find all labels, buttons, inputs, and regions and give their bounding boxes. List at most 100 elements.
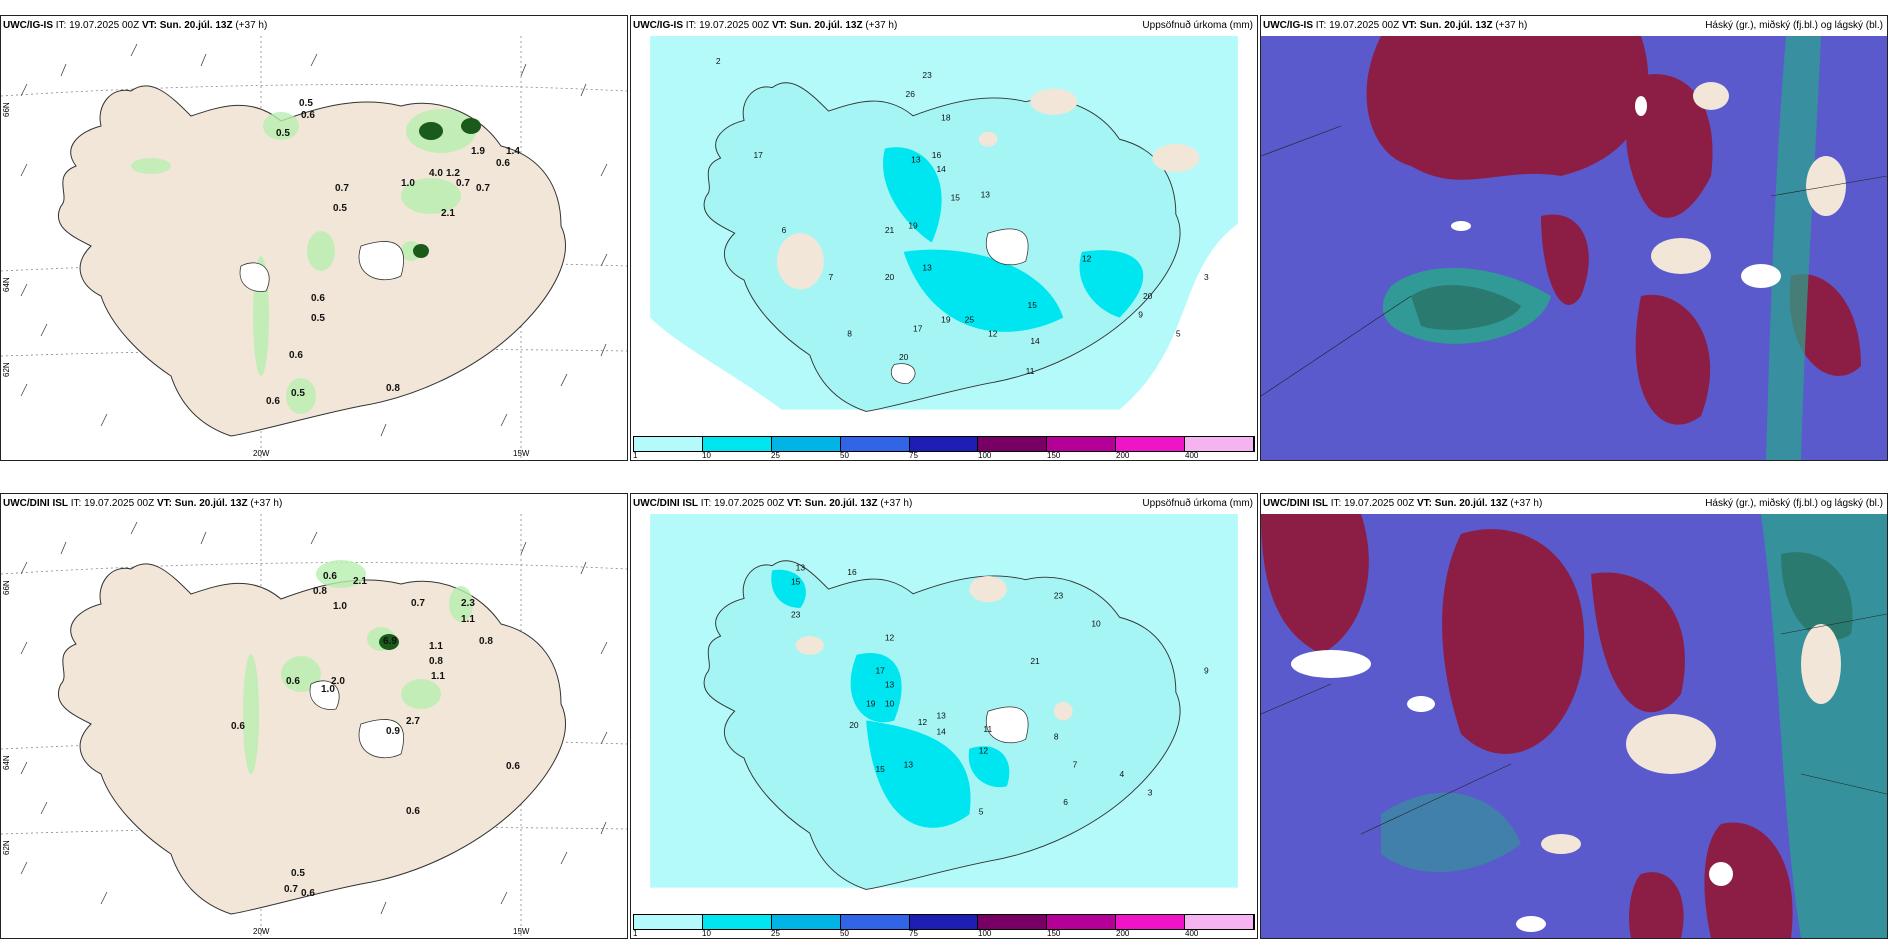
value-label: 0.5 bbox=[291, 388, 305, 399]
model-name: UWC/DINI ISL bbox=[3, 498, 68, 509]
value-label: 0.6 bbox=[506, 761, 520, 772]
precip-map: 2 23 26 18 17 16 13 14 21 19 15 13 20 17… bbox=[650, 36, 1238, 412]
panel-dini-precip: UWC/DINI ISL IT: 19.07.2025 00Z VT: Sun.… bbox=[630, 493, 1258, 939]
value-label: 12 bbox=[1082, 253, 1092, 263]
legend-tick: 75 bbox=[909, 451, 918, 460]
value-label: 13 bbox=[911, 155, 921, 165]
value-label: 17 bbox=[913, 324, 923, 334]
value-label: 2.1 bbox=[353, 576, 367, 587]
legend-tick: 200 bbox=[1116, 451, 1130, 460]
value-label: 0.7 bbox=[456, 178, 470, 189]
value-label: 15 bbox=[875, 764, 885, 774]
lon-label: 15W bbox=[513, 927, 530, 936]
valid-time: Sun. 20.júl. 13Z bbox=[1434, 498, 1508, 509]
value-label: 0.5 bbox=[299, 98, 313, 109]
value-label: 20 bbox=[849, 720, 859, 730]
legend-swatch bbox=[978, 437, 1048, 451]
panel-dini-surface: UWC/DINI ISL IT: 19.07.2025 00Z VT: Sun.… bbox=[0, 493, 628, 939]
value-label: 2.1 bbox=[441, 208, 455, 219]
init-time: 19.07.2025 00Z bbox=[1344, 498, 1415, 509]
value-label: 8 bbox=[847, 328, 852, 338]
legend-tick: 200 bbox=[1116, 929, 1130, 938]
value-label: 2.3 bbox=[461, 598, 475, 609]
value-label: 15 bbox=[791, 576, 801, 586]
legend-tick: 150 bbox=[1047, 451, 1061, 460]
value-label: 1.0 bbox=[333, 601, 347, 612]
cloud-map bbox=[1261, 514, 1887, 938]
value-label: 0.6 bbox=[311, 293, 325, 304]
legend-tick: 10 bbox=[702, 929, 711, 938]
legend-swatch bbox=[1116, 915, 1186, 929]
legend-tick: 1 bbox=[633, 929, 638, 938]
cloud-map bbox=[1261, 36, 1887, 460]
value-label: 0.5 bbox=[291, 868, 305, 879]
value-label: 0.6 bbox=[289, 350, 303, 361]
value-label: 11 bbox=[983, 724, 992, 734]
value-label: 13 bbox=[936, 711, 946, 721]
value-label: 10 bbox=[1091, 619, 1101, 629]
value-label: 15 bbox=[1028, 300, 1038, 310]
init-time: 19.07.2025 00Z bbox=[714, 498, 785, 509]
value-label: 0.6 bbox=[286, 676, 300, 687]
it-label: IT: bbox=[70, 498, 82, 509]
panel-header: UWC/IG-IS IT: 19.07.2025 00Z VT: Sun. 20… bbox=[1, 16, 627, 36]
value-label: 0.8 bbox=[386, 383, 400, 394]
valid-time: Sun. 20.júl. 13Z bbox=[804, 498, 878, 509]
value-label: 0.8 bbox=[313, 586, 327, 597]
value-label: 26 bbox=[906, 89, 916, 99]
lon-label: 20W bbox=[253, 449, 270, 458]
lead-time: (+37 h) bbox=[235, 20, 268, 31]
value-label: 19 bbox=[908, 220, 918, 230]
vt-label: VT: bbox=[771, 20, 787, 31]
value-label: 1.1 bbox=[461, 614, 475, 625]
value-label: 21 bbox=[885, 225, 895, 235]
value-label: 0.6 bbox=[496, 158, 510, 169]
it-label: IT: bbox=[55, 20, 67, 31]
legend-tick: 400 bbox=[1185, 451, 1199, 460]
map-title: Háský (gr.), miðský (fj.bl.) og lágský (… bbox=[1705, 498, 1883, 509]
map-title: Uppsöfnuð úrkoma (mm) bbox=[1142, 20, 1253, 31]
value-label: 20 bbox=[899, 352, 909, 362]
vt-label: VT: bbox=[156, 498, 172, 509]
vt-label: VT: bbox=[1416, 498, 1432, 509]
legend-swatch bbox=[1185, 915, 1255, 929]
value-label: 14 bbox=[936, 164, 946, 174]
value-label: 7 bbox=[829, 272, 834, 282]
legend-swatch bbox=[978, 915, 1048, 929]
value-label: 19 bbox=[866, 698, 876, 708]
value-label: 12 bbox=[988, 328, 998, 338]
lat-label: 66N bbox=[2, 580, 11, 595]
value-label: 12 bbox=[918, 717, 928, 727]
legend-swatch bbox=[840, 437, 910, 451]
value-label: 6 bbox=[782, 225, 787, 235]
legend-tick: 150 bbox=[1047, 929, 1061, 938]
vt-label: VT: bbox=[141, 20, 157, 31]
value-label: 17 bbox=[875, 666, 885, 676]
value-label: 11 bbox=[1026, 366, 1035, 376]
value-label: 16 bbox=[932, 150, 942, 160]
legend-tick: 75 bbox=[909, 929, 918, 938]
valid-time: Sun. 20.júl. 13Z bbox=[174, 498, 248, 509]
value-label: 13 bbox=[922, 263, 932, 273]
value-label: 12 bbox=[885, 633, 895, 643]
value-label: 12 bbox=[979, 745, 989, 755]
lead-time: (+37 h) bbox=[880, 498, 913, 509]
lat-label: 64N bbox=[2, 277, 11, 292]
legend-tick: 50 bbox=[840, 451, 849, 460]
value-label: 23 bbox=[922, 70, 932, 80]
value-label: 0.7 bbox=[476, 183, 490, 194]
value-label: 0.6 bbox=[231, 721, 245, 732]
lead-time: (+37 h) bbox=[1510, 498, 1543, 509]
precip-legend: 1 10 25 50 75 100 150 200 400 bbox=[631, 434, 1257, 460]
model-name: UWC/DINI ISL bbox=[633, 498, 698, 509]
lat-label: 66N bbox=[2, 102, 11, 117]
value-label: 13 bbox=[981, 189, 991, 199]
lon-label: 20W bbox=[253, 927, 270, 936]
value-label: 8 bbox=[1054, 731, 1059, 741]
legend-swatch bbox=[840, 915, 910, 929]
value-label: 1.9 bbox=[471, 146, 485, 157]
valid-time: Sun. 20.júl. 13Z bbox=[789, 20, 863, 31]
vt-label: VT: bbox=[1401, 20, 1417, 31]
value-label: 16 bbox=[847, 567, 857, 577]
panel-header: UWC/DINI ISL IT: 19.07.2025 00Z VT: Sun.… bbox=[1, 494, 627, 514]
